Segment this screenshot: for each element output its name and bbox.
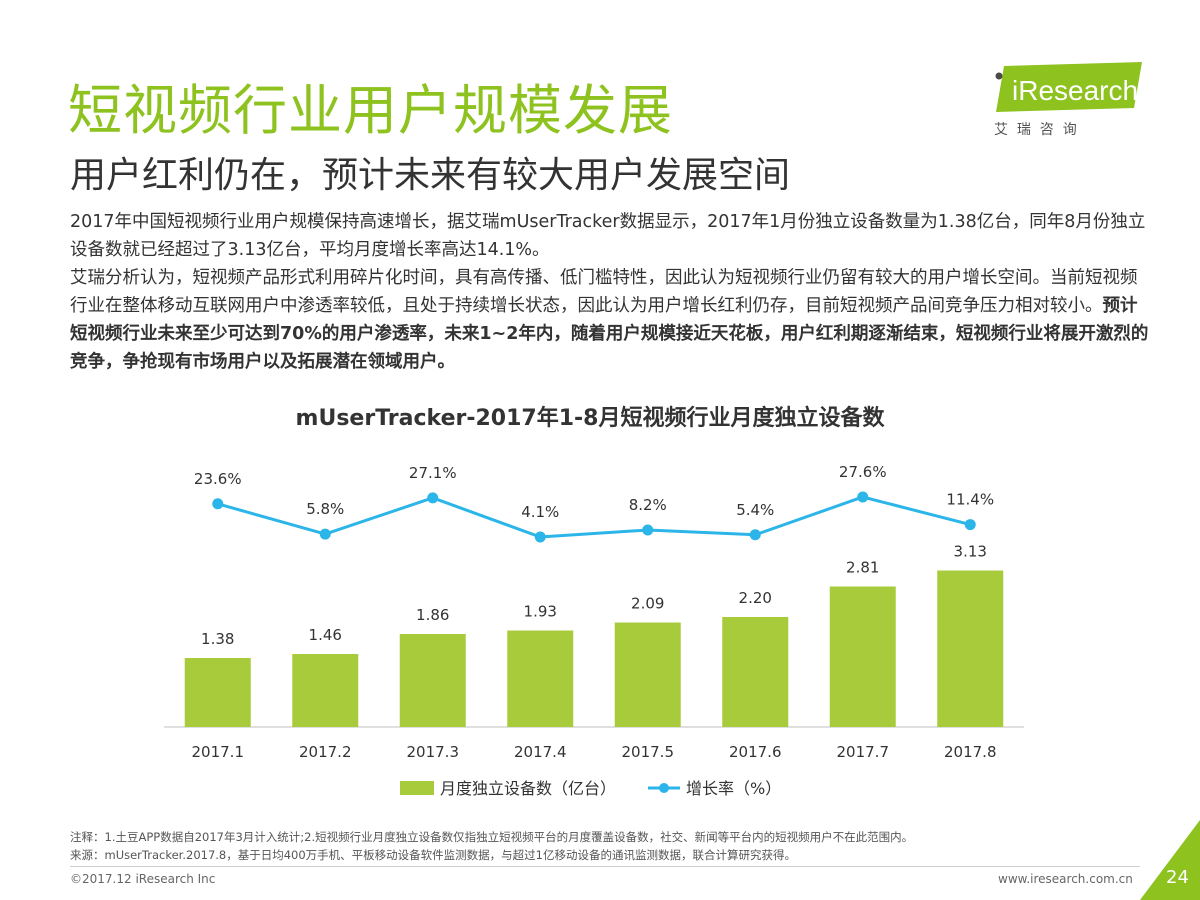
bar-2017.7 [829,586,896,727]
growth-rate-label: 5.8% [306,500,344,518]
chart-note: 注释：1.土豆APP数据自2017年3月计入统计;2.短视频行业月度独立设备数仅… [70,830,914,844]
bar-2017.6 [722,617,789,727]
logo-brand-text: iResearch [1012,75,1138,106]
growth-rate-label: 8.2% [629,496,667,514]
legend-line-marker [659,783,669,793]
growth-rate-label: 5.4% [736,501,774,519]
x-tick-label: 2017.6 [729,743,782,761]
page-subtitle: 用户红利仍在，预计未来有较大用户发展空间 [70,155,791,196]
growth-rate-point [534,531,546,543]
legend-bar-swatch [400,781,434,795]
footer-divider [70,866,1140,867]
growth-rate-point [964,519,976,531]
body-text: 2017年中国短视频行业用户规模保持高速增长，据艾瑞mUserTracker数据… [70,208,1150,376]
growth-rate-label: 27.1% [409,464,457,482]
growth-rate-line [217,495,971,539]
growth-rate-label: 23.6% [194,470,242,488]
chart-source: 来源：mUserTracker.2017.8，基于日均400万手机、平板移动设备… [70,848,796,862]
legend-bar-label: 月度独立设备数（亿台） [440,779,616,798]
copyright: ©2017.12 iResearch Inc [70,872,216,886]
x-tick-label: 2017.5 [622,743,675,761]
x-tick-label: 2017.4 [514,743,567,761]
growth-rate-label: 27.6% [839,463,887,481]
bar-2017.1 [184,658,251,727]
bar-2017.8 [937,570,1004,727]
growth-rate-label: 4.1% [521,503,559,521]
website-link[interactable]: www.iresearch.com.cn [998,872,1133,886]
growth-rate-point [642,524,654,536]
growth-rate-point [319,528,331,540]
bar-2017.2 [292,654,359,727]
legend-line-label: 增长率（%） [686,779,781,798]
bar-2017.4 [507,630,574,727]
growth-rate-point [212,498,224,510]
page-title: 短视频行业用户规模发展 [68,79,673,142]
paragraph-2-bold: 预计短视频行业未来至少可达到70%的用户渗透率，未来1~2年内，随着用户规模接近… [70,296,1149,372]
chart-title: mUserTracker-2017年1-8月短视频行业月度独立设备数 [295,406,885,431]
bar-value-label: 2.09 [631,595,664,613]
paragraph-2: 艾瑞分析认为，短视频产品形式利用碎片化时间，具有高传播、低门槛特性，因此认为短视… [70,264,1150,376]
paragraph-1: 2017年中国短视频行业用户规模保持高速增长，据艾瑞mUserTracker数据… [70,212,1146,260]
x-tick-label: 2017.8 [944,743,997,761]
x-tick-label: 2017.2 [299,743,352,761]
paragraph-2-normal: 艾瑞分析认为，短视频产品形式利用碎片化时间，具有高传播、低门槛特性，因此认为短视… [70,268,1138,316]
page-corner-decoration [1140,820,1200,900]
x-tick-label: 2017.7 [837,743,890,761]
iresearch-logo: iResearch 艾 瑞 咨 询 [994,62,1142,138]
bar-value-label: 1.86 [416,606,449,624]
growth-rate-point [749,529,761,541]
bar-2017.3 [399,634,466,727]
bar-value-label: 2.20 [739,589,772,607]
bar-value-label: 2.81 [846,559,879,577]
bar-value-label: 1.93 [524,603,557,621]
bar-value-label: 3.13 [954,543,987,561]
bar-2017.5 [614,622,681,727]
page-number: 24 [1166,867,1189,888]
growth-rate-point [427,492,439,504]
logo-chinese-text: 艾 瑞 咨 询 [994,122,1077,138]
growth-rate-point [857,491,869,503]
bar-value-label: 1.38 [201,630,234,648]
x-tick-label: 2017.3 [407,743,460,761]
x-tick-label: 2017.1 [192,743,245,761]
bar-value-label: 1.46 [309,626,342,644]
growth-rate-label: 11.4% [946,491,994,509]
